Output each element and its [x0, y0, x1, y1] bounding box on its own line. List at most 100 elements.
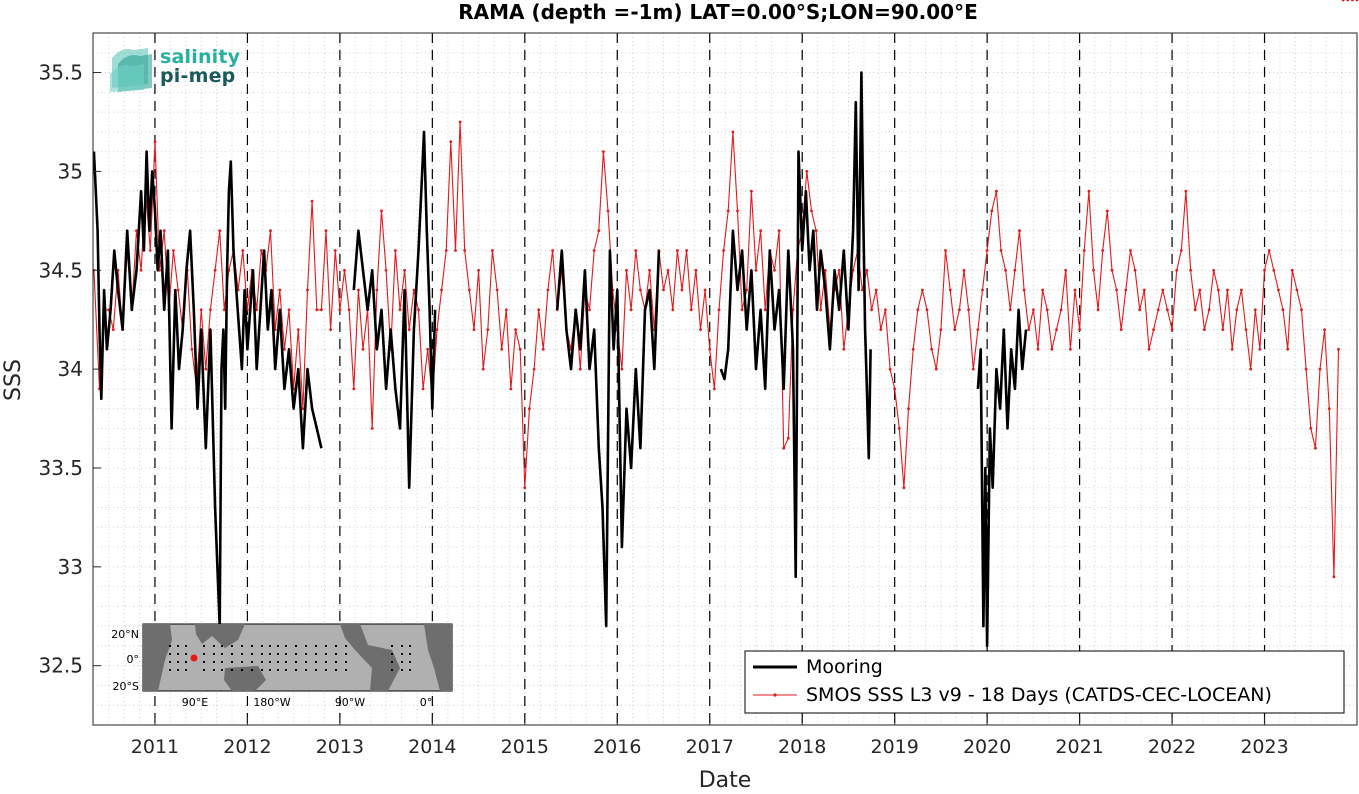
series-smos-point [884, 308, 887, 312]
series-smos-point [1309, 427, 1313, 430]
series-mooring-line [719, 71, 872, 579]
series-smos-point [1323, 328, 1326, 331]
series-smos-point [1249, 367, 1253, 371]
series-smos-point [990, 209, 994, 213]
series-smos-point [1142, 288, 1146, 292]
x-axis-label: Date [699, 768, 752, 790]
series-smos-point [435, 328, 439, 331]
buoy-dot [277, 653, 279, 655]
series-smos-point [777, 229, 781, 233]
buoy-dot [325, 669, 327, 671]
series-smos-point [870, 308, 873, 312]
series-smos-point [1240, 288, 1243, 292]
series-smos-point [1300, 308, 1303, 312]
series-smos-point [606, 209, 610, 213]
series-smos-point [1193, 308, 1197, 312]
series-smos-point [1078, 328, 1081, 331]
buoy-dot [305, 645, 307, 647]
series-smos-point [135, 229, 138, 233]
logo-wave-icon [110, 48, 152, 92]
series-smos-point [911, 347, 915, 351]
series-smos-point [1105, 209, 1109, 213]
buoy-dot [295, 669, 297, 671]
series-smos-point [1119, 328, 1123, 331]
series-smos-point [370, 427, 374, 430]
series-smos-point [708, 347, 712, 351]
x-tick-label: 2016 [593, 736, 641, 758]
series-smos-point [1230, 347, 1234, 351]
buoy-dot [221, 653, 223, 655]
series-smos-point [1166, 308, 1169, 312]
series-smos-point [394, 249, 397, 252]
buoy-dot [391, 669, 393, 671]
x-tick-label: 2011 [131, 736, 179, 758]
series-smos-point [301, 407, 305, 411]
series-smos-point [666, 268, 670, 272]
buoy-dot [295, 645, 297, 647]
y-tick-label: 35.5 [38, 61, 83, 85]
series-smos-point [1226, 288, 1229, 292]
series-smos-point [939, 328, 943, 331]
series-smos-point [694, 268, 698, 272]
series-smos-point [213, 268, 217, 272]
series-smos-point [1013, 268, 1017, 272]
series-smos-point [1267, 249, 1271, 252]
series-smos-point [421, 387, 425, 391]
buoy-dot [409, 645, 411, 647]
series-smos-point [528, 407, 531, 411]
series-smos-point [139, 268, 143, 272]
series-smos-point [948, 288, 952, 292]
series-smos-point [958, 308, 961, 312]
series-smos-point [625, 268, 628, 272]
series-mooring-line [555, 249, 661, 628]
buoy-dot [169, 669, 171, 671]
series-smos-point [1272, 268, 1276, 272]
buoy-dot [231, 653, 233, 655]
series-smos-point [426, 347, 430, 351]
series-mooring-line [976, 308, 1028, 648]
buoy-dot [269, 645, 271, 647]
series-smos-point [1059, 308, 1063, 312]
series-smos-point [518, 347, 522, 351]
buoy-dot [231, 669, 233, 671]
series-smos-point [241, 249, 245, 252]
series-smos-point [837, 268, 841, 272]
land-australia [224, 666, 266, 691]
series-smos-point [578, 367, 582, 371]
buoy-dot [345, 661, 347, 663]
series-smos-point [1327, 407, 1331, 411]
series-smos-point [541, 347, 545, 351]
series-smos-point [1351, 0, 1354, 2]
series-smos-point [162, 229, 166, 233]
series-smos-point [874, 288, 878, 292]
buoy-dot [325, 661, 327, 663]
series-smos-point [1170, 328, 1174, 331]
series-smos-point [477, 268, 480, 272]
series-smos-point [1179, 249, 1183, 252]
series-smos-point [1115, 288, 1118, 292]
series-smos-point [347, 308, 351, 312]
series-smos-point [1133, 268, 1137, 272]
series-smos-point [717, 308, 721, 312]
buoy-dot [315, 653, 317, 655]
x-tick-label: 2015 [501, 736, 549, 758]
series-smos-point [417, 308, 420, 312]
buoy-dot [285, 669, 287, 671]
series-smos-point [1212, 268, 1216, 272]
series-smos-point [1203, 328, 1206, 331]
series-smos-point [1008, 308, 1012, 312]
buoy-dot [241, 661, 243, 663]
buoy-dot [251, 669, 253, 671]
series-smos-point [971, 367, 975, 371]
series-smos-point [602, 150, 605, 154]
series-smos-point [962, 268, 966, 272]
series-smos-point [467, 288, 471, 292]
series-smos-point [463, 249, 467, 252]
series-smos-point [1244, 328, 1248, 331]
series-smos-point [329, 328, 332, 331]
land-europe-africa-east [424, 624, 452, 691]
series-smos-point [925, 308, 929, 312]
series-smos-point [1184, 189, 1188, 193]
series-smos-point [384, 268, 388, 272]
